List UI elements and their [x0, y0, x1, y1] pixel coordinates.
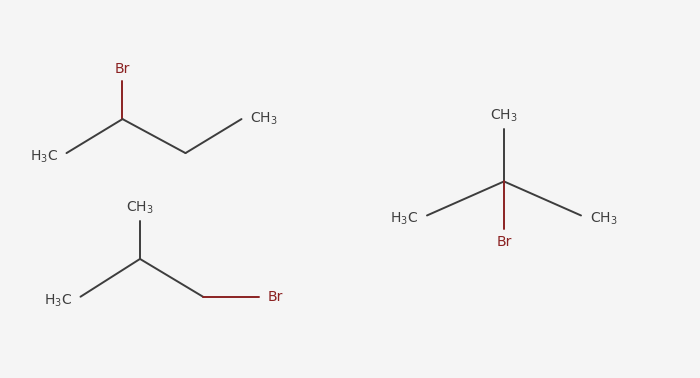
- Text: Br: Br: [496, 235, 512, 249]
- Text: H$_3$C: H$_3$C: [30, 149, 58, 165]
- Text: CH$_3$: CH$_3$: [126, 200, 154, 216]
- Text: Br: Br: [267, 290, 283, 304]
- Text: Br: Br: [115, 62, 130, 76]
- Text: H$_3$C: H$_3$C: [44, 292, 72, 309]
- Text: CH$_3$: CH$_3$: [250, 111, 277, 127]
- Text: CH$_3$: CH$_3$: [590, 211, 617, 228]
- Text: CH$_3$: CH$_3$: [490, 108, 518, 124]
- Text: H$_3$C: H$_3$C: [390, 211, 418, 228]
